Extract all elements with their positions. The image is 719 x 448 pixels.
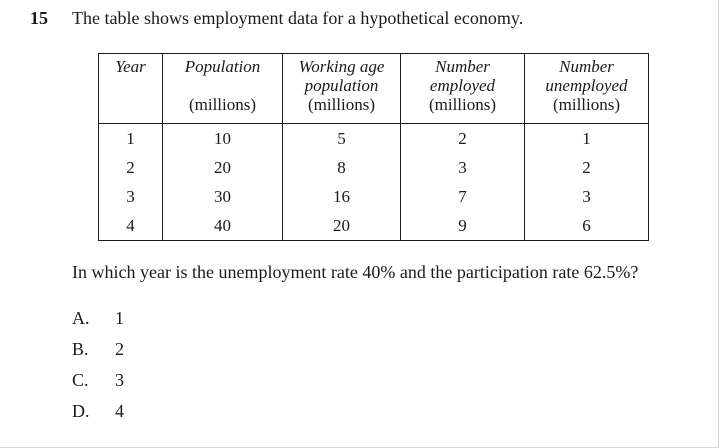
header-working-age-unit: (millions) <box>307 95 376 114</box>
cell-working-age: 5 <box>282 123 401 153</box>
employment-table: Year Population (millions) Working age p… <box>98 53 649 241</box>
header-working-age-line1: Working age <box>298 57 385 76</box>
header-employed-line2: employed <box>429 76 496 95</box>
option-letter: D. <box>72 401 90 421</box>
table-header-row: Year Population (millions) Working age p… <box>98 53 649 124</box>
header-employed: Number employed (millions) <box>400 53 525 124</box>
cell-population: 20 <box>162 153 283 182</box>
table-row: 2 20 8 3 2 <box>98 153 649 182</box>
cell-working-age: 8 <box>282 153 401 182</box>
option-text: 2 <box>115 339 124 359</box>
table-row: 3 30 16 7 3 <box>98 182 649 211</box>
question-stem: The table shows employment data for a hy… <box>72 8 524 28</box>
table-row: 1 10 5 2 1 <box>98 123 649 153</box>
cell-unemployed: 2 <box>524 153 649 182</box>
cell-unemployed: 3 <box>524 182 649 211</box>
cell-population: 40 <box>162 211 283 241</box>
header-population: Population (millions) <box>162 53 283 124</box>
question-prompt: In which year is the unemployment rate 4… <box>72 262 639 282</box>
cell-year: 1 <box>98 123 163 153</box>
cell-working-age: 20 <box>282 211 401 241</box>
option-letter: A. <box>72 308 90 328</box>
header-employed-unit: (millions) <box>428 95 497 114</box>
table-row: 4 40 20 9 6 <box>98 211 649 241</box>
option-letter: B. <box>72 339 89 359</box>
cell-unemployed: 1 <box>524 123 649 153</box>
header-unemployed: Number unemployed (millions) <box>524 53 649 124</box>
header-working-age-line2: population <box>304 76 379 95</box>
cell-year: 2 <box>98 153 163 182</box>
header-unemployed-line1: Number <box>559 57 614 76</box>
cell-year: 4 <box>98 211 163 241</box>
header-year-label: Year <box>115 57 146 76</box>
header-unemployed-line2: unemployed <box>545 76 628 95</box>
cell-year: 3 <box>98 182 163 211</box>
cell-unemployed: 6 <box>524 211 649 241</box>
option-letter: C. <box>72 370 89 390</box>
cell-employed: 7 <box>400 182 525 211</box>
option-text: 3 <box>115 370 124 390</box>
cell-population: 30 <box>162 182 283 211</box>
option-text: 1 <box>115 308 124 328</box>
header-unemployed-unit: (millions) <box>552 95 621 114</box>
option-text: 4 <box>115 401 124 421</box>
header-employed-line1: Number <box>435 57 490 76</box>
cell-employed: 2 <box>400 123 525 153</box>
header-population-label: Population <box>184 57 261 76</box>
header-population-unit: (millions) <box>188 95 257 114</box>
cell-working-age: 16 <box>282 182 401 211</box>
cell-employed: 9 <box>400 211 525 241</box>
header-working-age: Working age population (millions) <box>282 53 401 124</box>
cell-employed: 3 <box>400 153 525 182</box>
cell-population: 10 <box>162 123 283 153</box>
question-number: 15 <box>30 8 48 28</box>
header-year: Year <box>98 53 163 124</box>
